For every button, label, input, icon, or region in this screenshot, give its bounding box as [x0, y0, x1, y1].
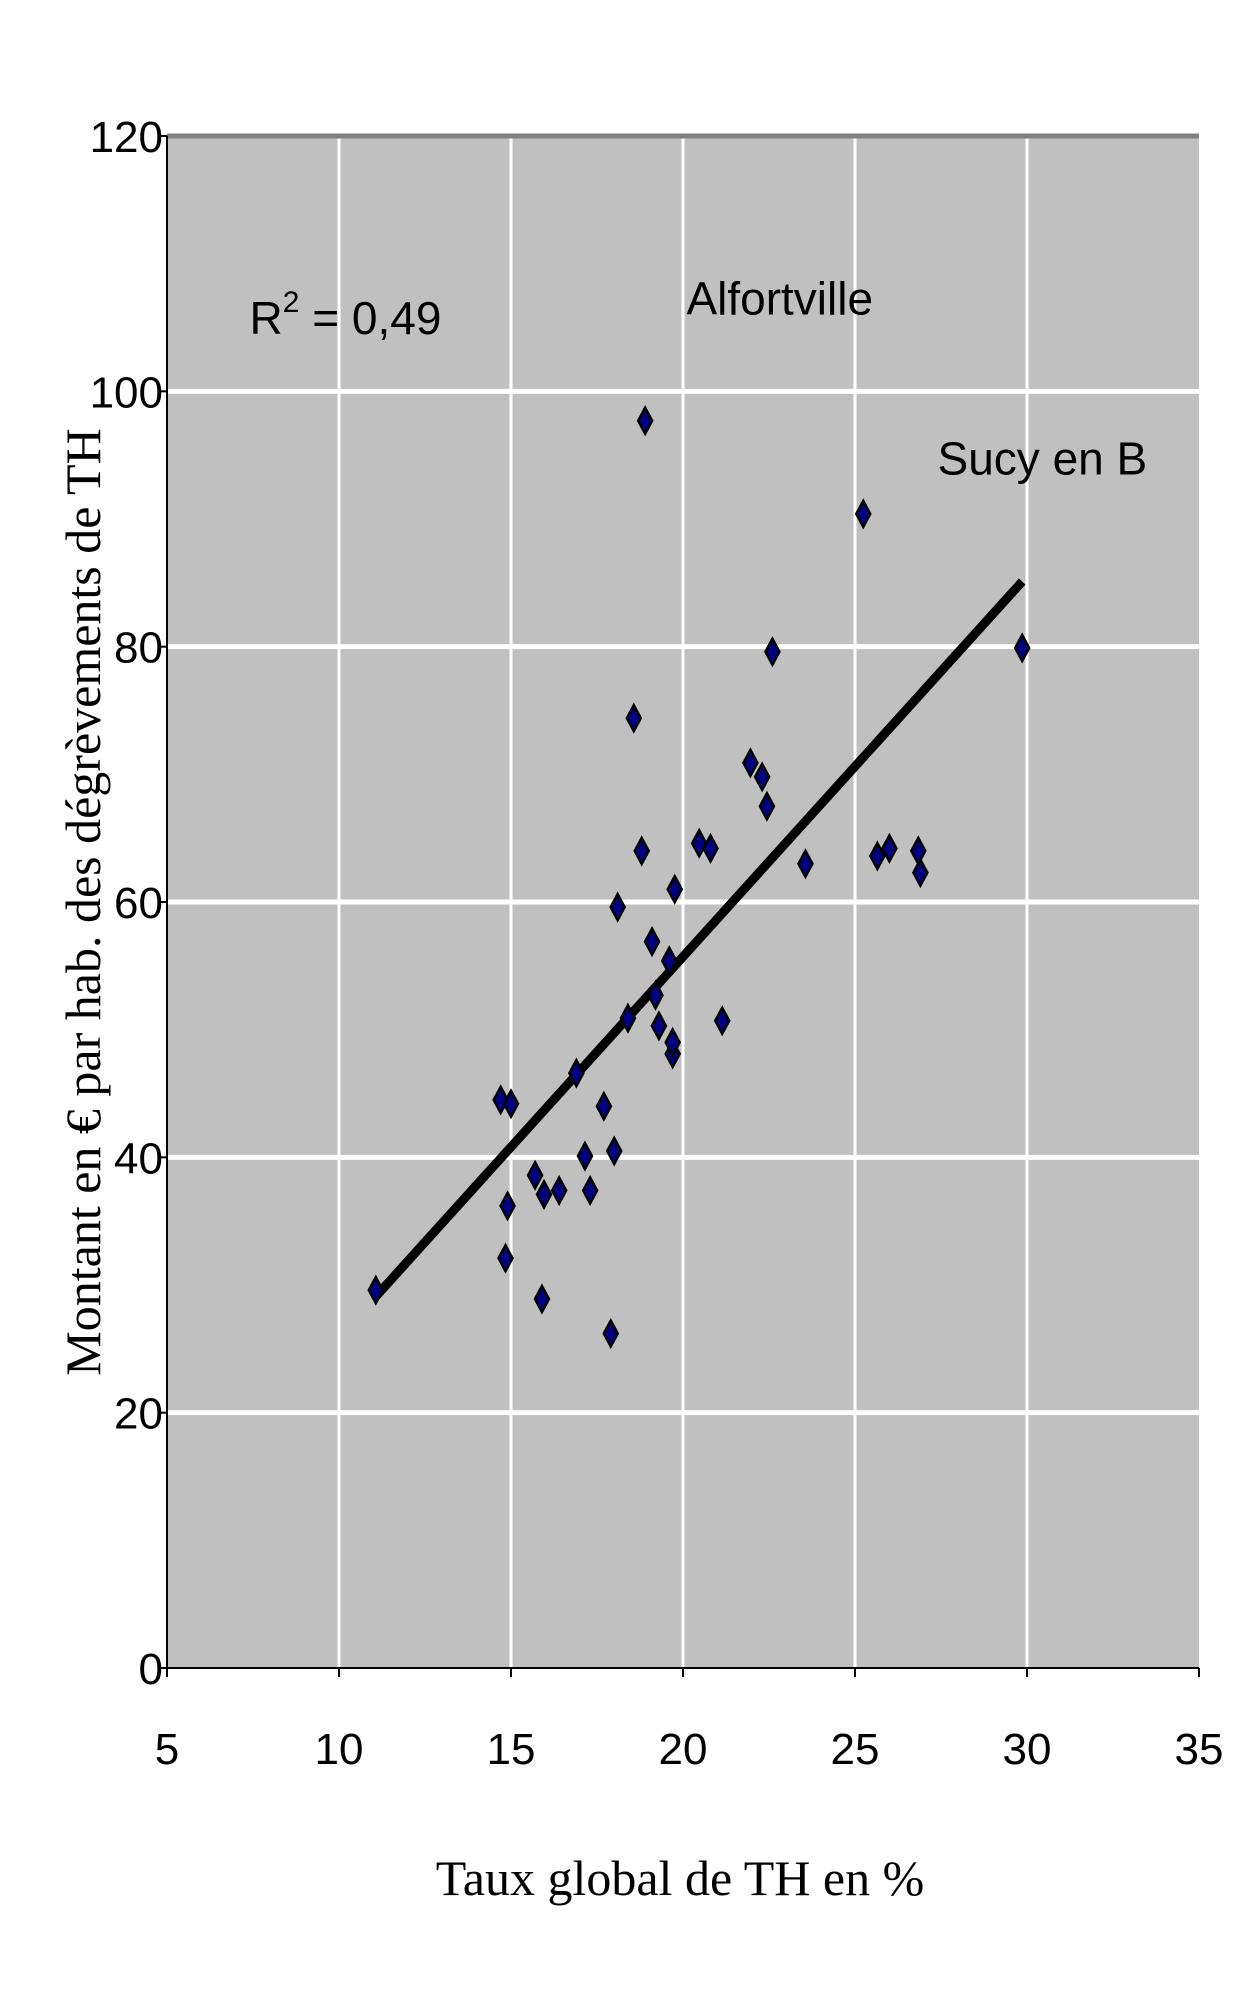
x-tick-label: 5	[155, 1725, 179, 1774]
x-tick-label: 35	[1175, 1725, 1224, 1774]
trendline	[372, 578, 1026, 1300]
data-points	[367, 405, 1031, 1350]
x-axis-title: Taux global de TH en %	[436, 1850, 925, 1906]
data-point	[550, 1174, 568, 1207]
data-point	[742, 747, 759, 779]
data-point	[581, 1174, 599, 1207]
data-point	[619, 1002, 637, 1034]
data-point	[605, 1135, 623, 1167]
annotation-r2: R2 = 0,49	[250, 286, 442, 344]
x-tick-label: 30	[1003, 1725, 1052, 1774]
y-tick-label: 0	[139, 1645, 163, 1694]
data-point	[576, 1140, 594, 1172]
data-point	[643, 925, 661, 958]
data-point	[650, 1010, 668, 1042]
data-point	[647, 979, 664, 1011]
data-point	[567, 1057, 585, 1089]
annotations: R2 = 0,49 Alfortville Sucy en B	[250, 273, 1148, 485]
x-tick-label: 20	[659, 1725, 708, 1774]
x-tick-label: 25	[831, 1725, 880, 1774]
data-point	[854, 498, 872, 530]
data-point	[702, 832, 719, 865]
r2-superscript: 2	[283, 286, 300, 319]
y-tick-label: 100	[90, 368, 163, 417]
data-point	[690, 827, 708, 859]
data-point	[533, 1283, 551, 1315]
data-point	[713, 1005, 731, 1037]
y-tick-label: 20	[114, 1390, 163, 1439]
data-point	[535, 1178, 553, 1210]
data-point	[636, 405, 654, 437]
data-point	[609, 891, 627, 923]
gridlines	[167, 133, 1199, 1668]
r2-value: = 0,49	[299, 292, 441, 344]
data-point	[666, 873, 684, 905]
data-point	[602, 1317, 620, 1350]
data-point	[911, 857, 929, 889]
data-point	[633, 835, 651, 867]
data-point	[595, 1090, 613, 1122]
y-tick-label: 60	[114, 879, 163, 928]
data-point	[758, 790, 776, 822]
data-point	[625, 702, 643, 734]
y-tick-label: 120	[90, 113, 163, 162]
data-point	[1013, 632, 1031, 664]
annotation-alfortville: Alfortville	[686, 273, 873, 325]
axes: 5 10 15 20 25 30 35 0 20 40 60 80 100 120	[90, 113, 1224, 1774]
data-point	[880, 832, 898, 865]
x-tick-label: 15	[487, 1725, 536, 1774]
data-point	[753, 761, 771, 793]
data-point	[367, 1274, 385, 1306]
data-point	[764, 636, 781, 668]
data-point	[502, 1088, 520, 1120]
data-point	[664, 1026, 682, 1059]
data-point	[497, 1242, 514, 1274]
data-point	[526, 1159, 544, 1191]
y-axis-title: Montant en € par hab. des dégrèvements d…	[55, 428, 111, 1375]
r2-label: R	[250, 292, 283, 344]
data-point	[797, 848, 814, 880]
y-tick-label: 80	[114, 624, 163, 673]
data-point	[499, 1190, 516, 1222]
annotation-sucy: Sucy en B	[938, 432, 1148, 484]
trendline-group	[372, 578, 1026, 1300]
x-tick-label: 10	[315, 1725, 364, 1774]
data-point	[868, 840, 886, 872]
y-tick-label: 40	[114, 1134, 163, 1183]
data-point	[660, 945, 678, 977]
